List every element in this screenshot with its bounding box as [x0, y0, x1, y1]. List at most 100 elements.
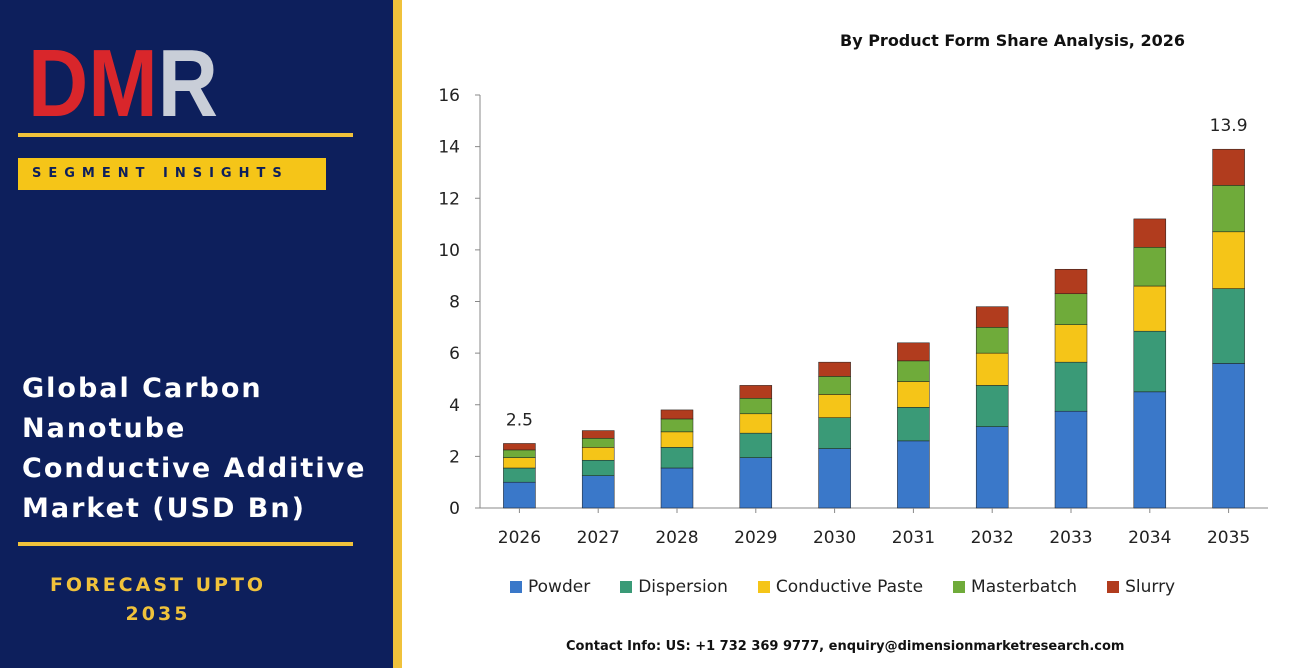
legend-label: Powder — [528, 577, 591, 597]
legend-label: Masterbatch — [971, 577, 1078, 597]
gold-divider — [393, 0, 402, 668]
forecast-year: 2035 — [125, 603, 191, 625]
bar-segment-dispersion — [660, 447, 694, 469]
x-tick-label: 2032 — [971, 528, 1014, 548]
legend-item: Conductive Paste — [757, 577, 924, 597]
bar-segment-slurry — [660, 409, 694, 420]
bar-segment-conductive-paste — [1212, 231, 1245, 289]
x-tick-label: 2033 — [1049, 528, 1092, 548]
legend-label: Dispersion — [638, 577, 728, 597]
x-tick-label: 2034 — [1128, 528, 1171, 548]
x-tick-label: 2029 — [734, 528, 777, 548]
bar-segment-powder — [739, 457, 773, 509]
bar-segment-conductive-paste — [581, 447, 615, 461]
bar-segment-dispersion — [1054, 361, 1088, 412]
bar-segment-slurry — [581, 430, 615, 439]
bar-segment-dispersion — [739, 432, 773, 458]
x-tick-label: 2028 — [655, 528, 698, 548]
legend-label: Conductive Paste — [775, 577, 924, 597]
legend-swatch — [757, 581, 770, 593]
y-tick-label: 14 — [438, 138, 460, 158]
data-label: 2.5 — [506, 410, 533, 430]
segment-insights-badge: SEGMENT INSIGHTS — [18, 158, 326, 190]
bar-segment-masterbatch — [975, 327, 1009, 354]
y-tick-label: 2 — [449, 447, 460, 467]
bar-segment-masterbatch — [660, 418, 694, 433]
bar-segment-slurry — [818, 361, 851, 377]
bar-segment-slurry — [1133, 218, 1167, 248]
legend-item: Dispersion — [620, 577, 728, 597]
x-tick-label: 2031 — [892, 528, 935, 548]
bar-segment-powder — [897, 440, 930, 509]
bar-segment-powder — [503, 481, 536, 509]
data-label: 13.9 — [1210, 116, 1248, 136]
bar-segment-masterbatch — [503, 449, 536, 458]
dmr-logo: DMR — [28, 38, 218, 120]
x-tick-label: 2027 — [577, 528, 620, 548]
bar-segment-masterbatch — [1054, 293, 1088, 325]
bar-segment-powder — [975, 426, 1009, 509]
bar-segment-slurry — [897, 342, 930, 362]
y-tick-label: 8 — [449, 293, 460, 313]
logo-text: DMR — [28, 38, 218, 120]
report-title: Global Carbon Nanotube Conductive Additi… — [22, 373, 367, 524]
divider-top — [18, 133, 353, 137]
y-tick-label: 4 — [449, 396, 460, 416]
bar-segment-conductive-paste — [818, 394, 851, 418]
chart-legend: Powder Dispersion Conductive Paste Masterba… — [510, 574, 1290, 600]
forecast-label: FORECAST UPTO 2035 — [18, 571, 298, 629]
left-panel: DMR SEGMENT INSIGHTS Global Carbon Nanot… — [0, 0, 393, 668]
divider-bottom — [18, 542, 353, 546]
forecast-line-1: FORECAST UPTO — [49, 574, 267, 596]
bar-segment-slurry — [1212, 148, 1245, 186]
bar-segment-powder — [1054, 410, 1088, 509]
legend-label: Slurry — [1125, 577, 1176, 597]
bar-segment-powder — [660, 467, 694, 509]
bar-segment-slurry — [1054, 268, 1088, 295]
y-tick-label: 10 — [438, 241, 460, 261]
bar-segment-conductive-paste — [660, 431, 694, 448]
bar-segment-conductive-paste — [975, 352, 1009, 386]
x-tick-label: 2030 — [813, 528, 856, 548]
y-tick-label: 16 — [438, 86, 460, 106]
bar-segment-conductive-paste — [739, 413, 773, 434]
legend-swatch — [1107, 581, 1120, 593]
bar-segment-dispersion — [818, 417, 851, 449]
contact-info: Contact Info: US: +1 732 369 9777, enqui… — [566, 639, 1125, 654]
chart-title: By Product Form Share Analysis, 2026 — [840, 31, 1185, 50]
legend-item: Powder — [510, 577, 590, 597]
x-tick-label: 2026 — [498, 528, 541, 548]
bar-segment-dispersion — [1133, 330, 1167, 393]
bar-segment-slurry — [739, 385, 773, 399]
y-tick-label: 0 — [449, 499, 460, 519]
bar-segment-masterbatch — [739, 398, 773, 415]
legend-item: Slurry — [1107, 577, 1175, 597]
bar-segment-conductive-paste — [1054, 324, 1088, 363]
bar-segment-powder — [1212, 363, 1245, 509]
bar-segment-dispersion — [503, 467, 536, 483]
legend-swatch — [953, 581, 966, 593]
bar-segment-dispersion — [1212, 288, 1245, 364]
legend-swatch — [620, 581, 633, 593]
bar-segment-masterbatch — [581, 438, 615, 448]
bar-segment-masterbatch — [1133, 247, 1167, 287]
bar-segment-conductive-paste — [897, 381, 930, 408]
bar-segment-dispersion — [975, 385, 1009, 427]
legend-swatch — [510, 581, 522, 593]
bar-segment-slurry — [975, 306, 1009, 328]
bar-segment-masterbatch — [818, 376, 851, 395]
bar-segment-conductive-paste — [503, 457, 536, 469]
y-tick-label: 12 — [438, 189, 460, 209]
stacked-bar-chart: 0 2 4 6 8 10 12 14 16 2026 2027 2028 2029 2030 2031 203… — [438, 86, 1268, 548]
bar-segment-slurry — [503, 443, 536, 451]
legend-item: Masterbatch — [953, 577, 1077, 597]
bar-segment-dispersion — [897, 407, 930, 442]
x-tick-label: 2035 — [1207, 528, 1250, 548]
bar-segment-conductive-paste — [1133, 285, 1167, 332]
bar-segment-powder — [818, 448, 851, 509]
bar-segment-masterbatch — [1212, 185, 1245, 233]
bar-segment-powder — [581, 475, 615, 509]
bar-segment-masterbatch — [897, 360, 930, 382]
bar-segment-powder — [1133, 391, 1167, 509]
bar-segment-dispersion — [581, 459, 615, 476]
